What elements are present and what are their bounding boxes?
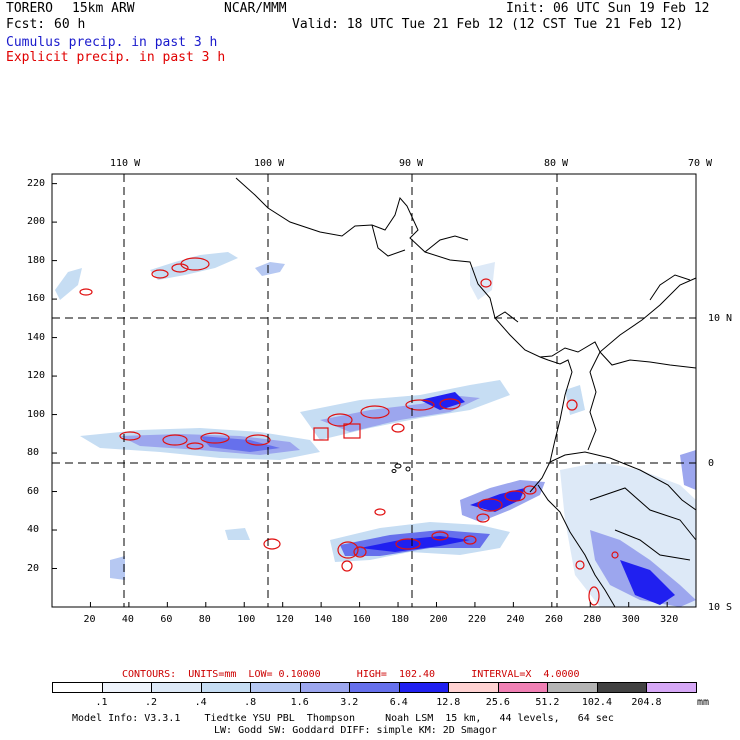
y-tick-label: 100 [27, 408, 46, 420]
x-tick-label: 260 [544, 614, 563, 625]
colorbar-unit: mm [697, 697, 710, 708]
colorbar-swatch [101, 682, 153, 693]
y-tick-label: 180 [27, 254, 46, 266]
x-tick-label: 140 [314, 614, 333, 625]
colorbar-swatch [151, 682, 202, 693]
x-tick-label: 320 [660, 614, 679, 625]
colorbar-swatch [596, 682, 648, 693]
x-tick-label: 280 [583, 614, 602, 625]
colorbar-swatch [646, 682, 697, 693]
x-tick-label: 240 [506, 614, 525, 625]
colorbar-label: 51.2 [535, 697, 560, 708]
model-resolution: 15km ARW [72, 1, 135, 16]
colorbar-label: 1.6 [290, 697, 309, 708]
graticule [52, 174, 696, 607]
colorbar-swatch [299, 682, 351, 693]
lat-label-0: 0 [708, 458, 715, 469]
colorbar-label: 204.8 [631, 697, 662, 708]
lon-label-80w: 80 W [544, 158, 569, 169]
lat-label-10n: 10 N [708, 313, 733, 324]
y-tick-label: 120 [27, 370, 46, 382]
y-tick-label: 200 [27, 216, 46, 228]
lon-label-100w: 100 W [254, 158, 285, 169]
x-tick-label: 60 [160, 614, 173, 625]
x-tick-label: 40 [121, 614, 134, 625]
init-time: Init: 06 UTC Sun 19 Feb 12 [506, 1, 710, 16]
x-tick-label: 80 [198, 614, 211, 625]
lon-label-110w: 110 W [110, 158, 141, 169]
colorbar-swatch [398, 682, 450, 693]
y-tick-label: 60 [27, 485, 40, 497]
colorbar-swatch [497, 682, 549, 693]
organization: NCAR/MMM [224, 1, 287, 16]
x-tick-label: 180 [391, 614, 410, 625]
model-info-line2: LW: Godd SW: Goddard DIFF: simple KM: 2D… [214, 725, 497, 736]
colorbar-swatch [52, 682, 103, 693]
y-tick-label: 20 [27, 562, 40, 574]
lat-label-10s: 10 S [708, 602, 733, 613]
contour-info: CONTOURS: UNITS=mm LOW= 0.10000 HIGH= 10… [122, 669, 580, 680]
lon-label-90w: 90 W [399, 158, 424, 169]
x-tick-label: 120 [275, 614, 294, 625]
x-tick-label: 300 [621, 614, 640, 625]
colorbar-swatch [200, 682, 252, 693]
colorbar-label: 12.8 [436, 697, 461, 708]
model-info-line1: Model Info: V3.3.1 Tiedtke YSU PBL Thomp… [72, 713, 614, 724]
y-tick-label: 140 [27, 331, 46, 343]
y-tick-label: 160 [27, 293, 46, 305]
cumulus-legend: Cumulus precip. in past 3 h [6, 35, 218, 50]
map-frame [51, 173, 697, 608]
x-tick-label: 20 [83, 614, 96, 625]
colorbar-label: .2 [145, 697, 158, 708]
x-tick-label: 220 [467, 614, 486, 625]
valid-time: Valid: 18 UTC Tue 21 Feb 12 (12 CST Tue … [292, 17, 684, 32]
colorbar-label: 6.4 [389, 697, 408, 708]
colorbar-label: 25.6 [485, 697, 510, 708]
colorbar-swatch [547, 682, 598, 693]
axis-ticks [52, 183, 668, 607]
forecast-hours: 60 h [54, 17, 86, 32]
colorbar-swatch [448, 682, 499, 693]
x-tick-label: 100 [237, 614, 256, 625]
colorbar-label: 3.2 [340, 697, 359, 708]
lon-label-70w: 70 W [688, 158, 713, 169]
colorbar-label: .1 [95, 697, 108, 708]
x-tick-label: 200 [429, 614, 448, 625]
y-tick-label: 40 [27, 524, 40, 536]
colorbar-swatch [250, 682, 301, 693]
colorbar-swatch [349, 682, 400, 693]
colorbar-label: .4 [194, 697, 207, 708]
forecast-label: Fcst: [6, 17, 46, 32]
colorbar-label: 102.4 [581, 697, 612, 708]
x-tick-label: 160 [352, 614, 371, 625]
explicit-legend: Explicit precip. in past 3 h [6, 50, 226, 65]
coastlines [235, 177, 697, 608]
y-tick-label: 80 [27, 447, 40, 459]
explicit-precip-contours [79, 257, 619, 606]
y-tick-label: 220 [27, 177, 46, 189]
colorbar-label: .8 [244, 697, 257, 708]
model-name: TORERO [6, 1, 53, 16]
